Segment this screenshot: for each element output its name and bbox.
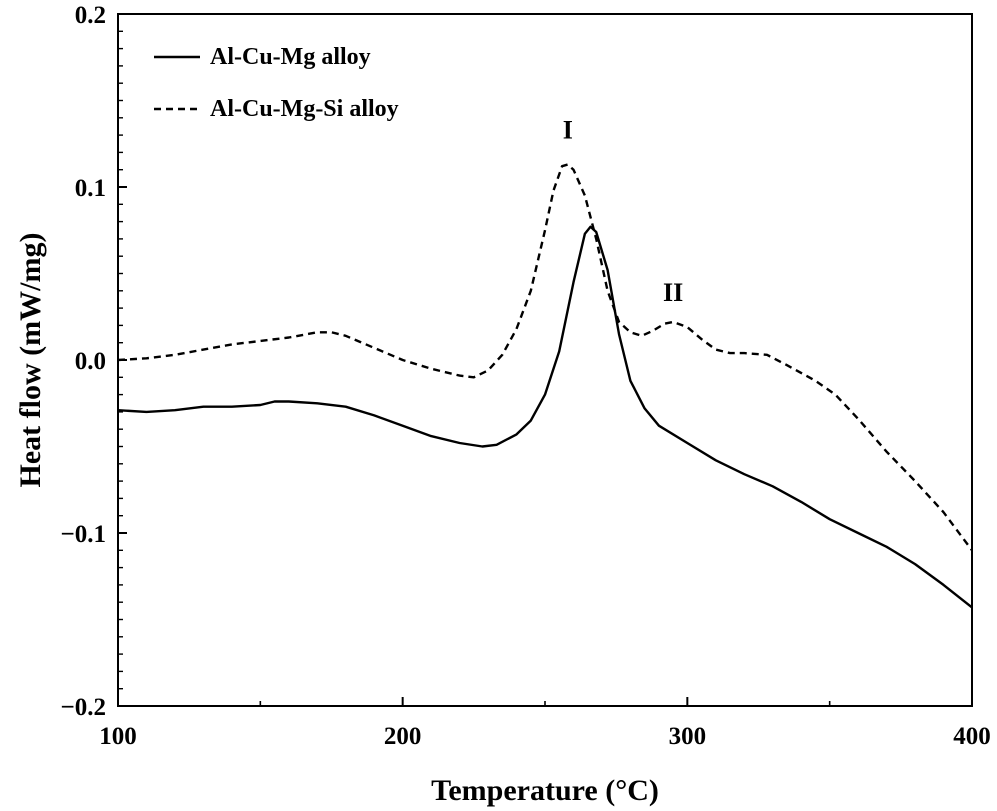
peak-label: II: [663, 278, 683, 307]
y-tick-label: 0.1: [75, 175, 106, 202]
y-axis-title: Heat flow (mW/mg): [14, 233, 47, 488]
peak-label: I: [563, 116, 573, 145]
y-tick-label: −0.1: [61, 521, 107, 548]
y-tick-label: 0.2: [75, 2, 106, 29]
y-tick-label: 0.0: [75, 348, 106, 375]
series-line-al-cu-mg: [117, 225, 973, 609]
x-tick-label: 200: [384, 723, 422, 750]
x-tick-label: 400: [953, 723, 991, 750]
x-tick-label: 300: [669, 723, 707, 750]
x-axis-title: Temperature (°C): [431, 774, 659, 807]
legend-label: Al-Cu-Mg alloy: [210, 44, 371, 70]
series-line-al-cu-mg-si: [117, 163, 973, 552]
legend-label: Al-Cu-Mg-Si alloy: [210, 96, 399, 122]
x-tick-label: 100: [99, 723, 137, 750]
y-tick-label: −0.2: [61, 694, 107, 721]
